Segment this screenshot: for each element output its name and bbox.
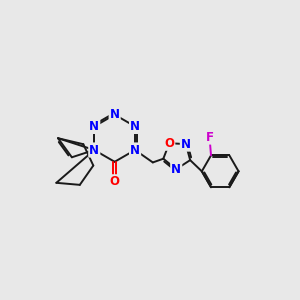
Text: N: N bbox=[171, 163, 181, 176]
Text: N: N bbox=[110, 108, 120, 121]
Text: N: N bbox=[130, 143, 140, 157]
Text: N: N bbox=[89, 120, 99, 133]
Text: F: F bbox=[206, 130, 214, 143]
Text: N: N bbox=[89, 143, 99, 157]
Text: N: N bbox=[181, 138, 191, 151]
Text: O: O bbox=[164, 137, 174, 150]
Text: N: N bbox=[130, 120, 140, 133]
Text: O: O bbox=[110, 175, 120, 188]
